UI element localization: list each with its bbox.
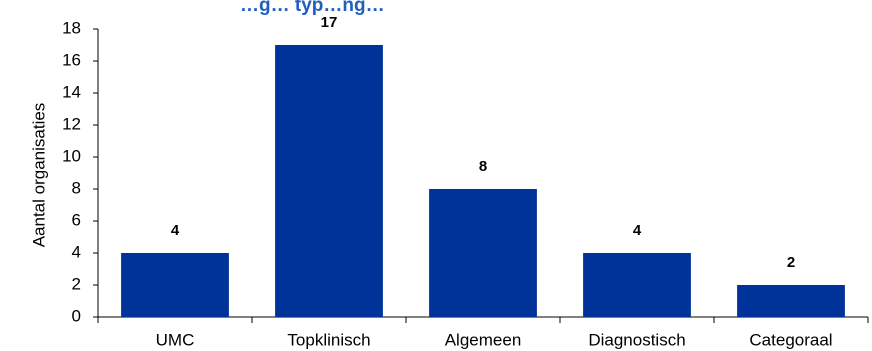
data-labels: 4 17 8 4 2 (171, 14, 795, 271)
category-label: Topklinisch (287, 330, 370, 349)
y-tick-label: 2 (72, 274, 81, 293)
category-label: Algemeen (445, 330, 522, 349)
bars (121, 45, 845, 317)
data-label: 2 (787, 254, 795, 271)
y-tick-label: 10 (62, 146, 81, 165)
y-tick-label: 12 (62, 114, 81, 133)
y-tick-label: 4 (72, 242, 81, 261)
category-label: UMC (156, 330, 195, 349)
y-tick-label: 6 (72, 210, 81, 229)
bar-umc (121, 253, 229, 317)
x-ticks (97, 317, 869, 323)
y-tick-label: 8 (72, 178, 81, 197)
bar-topklinisch (275, 45, 383, 317)
y-ticks: 0 2 4 6 8 10 12 14 16 18 (62, 18, 98, 325)
y-tick-label: 18 (62, 18, 81, 37)
y-tick-label: 14 (62, 82, 81, 101)
data-label: 4 (171, 222, 180, 239)
data-label: 4 (633, 222, 642, 239)
y-tick-label: 0 (72, 306, 81, 325)
bar-algemeen (429, 189, 537, 317)
y-axis-label: Aantal organisaties (29, 103, 48, 248)
bar-categoraal (737, 285, 845, 317)
bar-diagnostisch (583, 253, 691, 317)
category-label: Diagnostisch (588, 330, 685, 349)
data-label: 8 (479, 158, 487, 175)
category-labels: UMC Topklinisch Algemeen Diagnostisch Catego… (156, 330, 833, 349)
category-label: Categoraal (749, 330, 832, 349)
y-tick-label: 16 (62, 50, 81, 69)
data-label: 17 (321, 14, 338, 31)
chart-title: …g… typ…ng… (240, 0, 385, 16)
